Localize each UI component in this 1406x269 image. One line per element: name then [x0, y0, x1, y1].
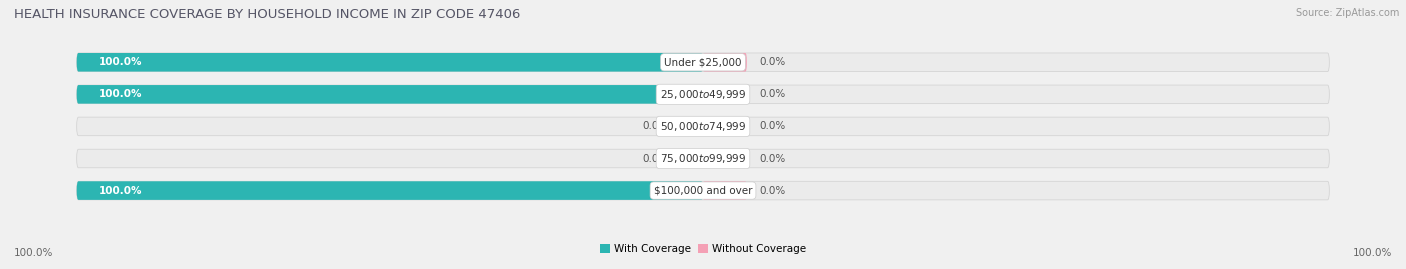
FancyBboxPatch shape	[703, 53, 747, 72]
FancyBboxPatch shape	[678, 149, 703, 168]
FancyBboxPatch shape	[77, 117, 1329, 136]
Text: Source: ZipAtlas.com: Source: ZipAtlas.com	[1295, 8, 1399, 18]
Text: $25,000 to $49,999: $25,000 to $49,999	[659, 88, 747, 101]
Text: 0.0%: 0.0%	[759, 89, 786, 99]
Text: 0.0%: 0.0%	[759, 154, 786, 164]
Text: 0.0%: 0.0%	[643, 121, 669, 132]
FancyBboxPatch shape	[77, 181, 1329, 200]
Text: 0.0%: 0.0%	[759, 57, 786, 67]
FancyBboxPatch shape	[77, 85, 1329, 104]
Text: $75,000 to $99,999: $75,000 to $99,999	[659, 152, 747, 165]
Text: 100.0%: 100.0%	[98, 89, 142, 99]
Text: 100.0%: 100.0%	[14, 248, 53, 258]
FancyBboxPatch shape	[703, 149, 747, 168]
FancyBboxPatch shape	[77, 85, 703, 104]
Legend: With Coverage, Without Coverage: With Coverage, Without Coverage	[596, 240, 810, 258]
FancyBboxPatch shape	[77, 53, 703, 72]
FancyBboxPatch shape	[703, 85, 747, 104]
Text: 0.0%: 0.0%	[759, 121, 786, 132]
Text: 100.0%: 100.0%	[98, 57, 142, 67]
FancyBboxPatch shape	[703, 181, 747, 200]
Text: 100.0%: 100.0%	[1353, 248, 1392, 258]
Text: $100,000 and over: $100,000 and over	[654, 186, 752, 196]
FancyBboxPatch shape	[77, 53, 1329, 72]
Text: 0.0%: 0.0%	[759, 186, 786, 196]
Text: 0.0%: 0.0%	[643, 154, 669, 164]
FancyBboxPatch shape	[703, 117, 747, 136]
FancyBboxPatch shape	[678, 117, 703, 136]
FancyBboxPatch shape	[77, 181, 703, 200]
Text: Under $25,000: Under $25,000	[664, 57, 742, 67]
FancyBboxPatch shape	[77, 149, 1329, 168]
Text: $50,000 to $74,999: $50,000 to $74,999	[659, 120, 747, 133]
Text: HEALTH INSURANCE COVERAGE BY HOUSEHOLD INCOME IN ZIP CODE 47406: HEALTH INSURANCE COVERAGE BY HOUSEHOLD I…	[14, 8, 520, 21]
Text: 100.0%: 100.0%	[98, 186, 142, 196]
